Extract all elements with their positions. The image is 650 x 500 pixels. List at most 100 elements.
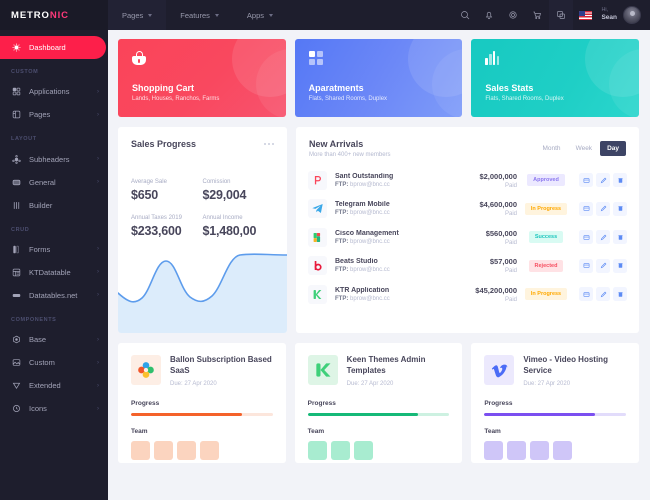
team-avatar[interactable]	[530, 440, 550, 460]
main-area: Pages Features Apps	[108, 0, 650, 500]
dashboard-icon	[11, 42, 22, 53]
table-row[interactable]: Telegram Mobile FTP: bprow@bnc.cc $4,600,0…	[308, 195, 627, 224]
promo-card-teal[interactable]: Sales Stats Flats, Shared Rooms, Duplex	[471, 39, 640, 117]
topbar-icons: Hi, Sean	[453, 0, 650, 30]
more-dots-icon[interactable]	[264, 139, 274, 145]
us-flag-icon[interactable]	[573, 0, 597, 30]
view-icon[interactable]	[579, 173, 593, 188]
promo-card-title: Sales Stats	[485, 83, 534, 93]
edit-icon[interactable]	[596, 230, 610, 245]
sales-progress-title: Sales Progress	[131, 139, 197, 149]
edit-icon[interactable]	[596, 258, 610, 273]
row-name: Cisco Management	[335, 229, 399, 237]
table-row[interactable]: Beats Studio FTP: bprow@bnc.cc $57,000 Paid…	[308, 252, 627, 281]
row-amount: $57,000 Paid	[451, 257, 517, 274]
progress-label: Progress	[131, 399, 160, 407]
team-avatar[interactable]	[154, 440, 173, 460]
project-card[interactable]: Keen Themes Admin Templates Due: 27 Apr 2…	[294, 343, 463, 463]
chevron-right-icon: ›	[97, 179, 99, 185]
avatar-head	[629, 11, 635, 16]
chevron-right-icon: ›	[97, 269, 99, 276]
segment-week[interactable]: Week	[575, 145, 593, 152]
sales-progress-header: Sales Progress	[118, 127, 287, 149]
team-avatar[interactable]	[307, 440, 327, 460]
view-icon[interactable]	[579, 230, 593, 245]
row-name: KTR Application	[335, 286, 390, 294]
edit-icon[interactable]	[596, 201, 610, 216]
row-info: KTR Application FTP: bprow@bnc.cc	[327, 287, 451, 302]
search-icon[interactable]	[453, 0, 477, 30]
row-status-cell: In Progress	[517, 288, 575, 301]
brand-text: METRONIC	[11, 10, 69, 21]
topnav-item-pages[interactable]: Pages	[108, 0, 167, 30]
row-amount-value: $2,000,000	[479, 171, 517, 181]
gear-icon[interactable]	[501, 0, 525, 30]
promo-card-blue[interactable]: Aparatments Flats, Shared Rooms, Duplex	[294, 39, 463, 117]
sidebar-item-general[interactable]: General ›	[0, 171, 108, 194]
table-row[interactable]: Cisco Management FTP: bprow@bnc.cc $560,00…	[308, 223, 627, 252]
sidebar-section-label: COMPONENTS	[11, 316, 57, 323]
table-row[interactable]: Sant Outstanding FTP: bprow@bnc.cc $2,000,…	[308, 166, 627, 195]
team-avatar[interactable]	[177, 440, 196, 460]
team-avatar[interactable]	[131, 440, 150, 460]
progress-bar-track	[131, 412, 273, 416]
cart-icon[interactable]	[525, 0, 549, 30]
sidebar-item-applications[interactable]: Applications ›	[0, 80, 108, 103]
team-avatar[interactable]	[200, 440, 219, 460]
row-status-cell: In Progress	[517, 202, 575, 215]
flag-graphic	[578, 10, 592, 20]
view-icon[interactable]	[579, 258, 593, 273]
builder-icon	[11, 200, 22, 211]
team-avatar[interactable]	[484, 440, 504, 460]
promo-card-red[interactable]: Shopping Cart Lands, Houses, Ranchos, Far…	[118, 39, 286, 117]
datatables-net-icon	[11, 290, 22, 301]
view-icon[interactable]	[579, 287, 593, 302]
row-actions	[575, 258, 627, 273]
sidebar-item-ktdatatable[interactable]: KTDatatable ›	[0, 261, 108, 284]
delete-icon[interactable]	[613, 230, 627, 245]
delete-icon[interactable]	[613, 201, 627, 216]
sidebar-item-label: Pages	[29, 110, 51, 120]
sidebar-item-pages[interactable]: Pages ›	[0, 103, 108, 126]
topnav-item-apps[interactable]: Apps	[233, 0, 287, 30]
sidebar-item-extended[interactable]: Extended ›	[0, 374, 108, 397]
delete-icon[interactable]	[613, 287, 627, 302]
promo-card-subtitle: Lands, Houses, Ranchos, Farms	[132, 96, 220, 102]
sidebar-item-dashboard[interactable]: Dashboard	[0, 36, 106, 59]
chart-area-fill	[118, 254, 287, 333]
team-avatar[interactable]	[553, 440, 573, 460]
delete-icon[interactable]	[613, 173, 627, 188]
view-icon[interactable]	[579, 201, 593, 216]
team-avatar[interactable]	[353, 440, 373, 460]
sidebar-item-subheaders[interactable]: Subheaders ›	[0, 148, 108, 171]
row-email-value: bprow@bnc.cc	[350, 210, 390, 217]
segment-month[interactable]: Month	[542, 145, 561, 152]
segment-day[interactable]: Day	[600, 141, 626, 156]
edit-icon[interactable]	[596, 287, 610, 302]
team-avatar[interactable]	[330, 440, 350, 460]
sidebar-item-custom[interactable]: Custom ›	[0, 351, 108, 374]
avatar[interactable]	[623, 6, 641, 24]
applications-icon	[11, 86, 22, 97]
user-greeting[interactable]: Hi, Sean	[597, 7, 623, 23]
delete-icon[interactable]	[613, 258, 627, 273]
team-avatar[interactable]	[507, 440, 527, 460]
sidebar-item-datatables-net[interactable]: Datatables.net ›	[0, 284, 108, 307]
project-card[interactable]: Ballon Subscription Based SaaS Due: 27 Ap…	[118, 343, 286, 463]
bell-icon[interactable]	[477, 0, 501, 30]
grid-icon[interactable]	[549, 0, 574, 30]
row-email: FTP: bprow@bnc.cc	[335, 239, 451, 245]
chevron-right-icon: ›	[97, 88, 99, 95]
team-label: Team	[131, 427, 148, 435]
sidebar-item-builder[interactable]: Builder	[0, 194, 108, 217]
table-row[interactable]: KTR Application FTP: bprow@bnc.cc $45,200,…	[308, 280, 627, 309]
project-card[interactable]: Vimeo - Video Hosting Service Due: 27 Apr…	[471, 343, 640, 463]
sidebar-item-forms[interactable]: Forms ›	[0, 238, 108, 261]
edit-icon[interactable]	[596, 173, 610, 188]
sidebar-item-base[interactable]: Base ›	[0, 328, 108, 351]
sidebar-item-icons[interactable]: Icons ›	[0, 397, 108, 420]
brand-logo[interactable]: METRONIC	[0, 0, 108, 30]
flag-canton	[578, 10, 585, 16]
topnav-item-features[interactable]: Features	[166, 0, 233, 30]
progress-label: Progress	[484, 399, 513, 407]
